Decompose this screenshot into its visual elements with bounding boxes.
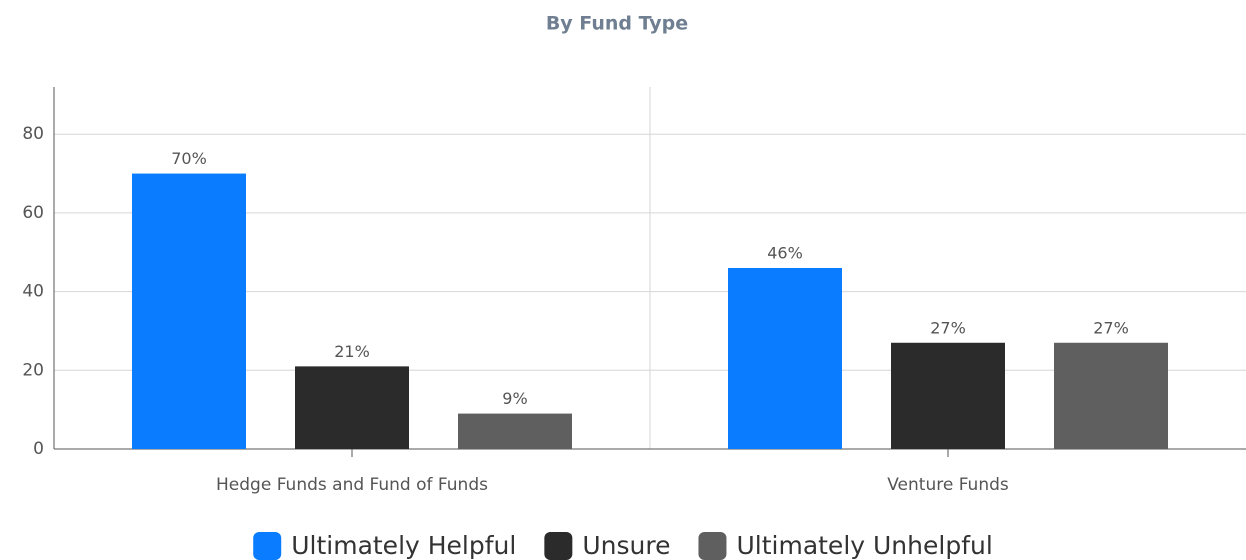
y-tick-label: 60 [22,203,44,223]
legend-label: Unsure [582,531,670,560]
legend-swatch [698,532,727,560]
y-tick-label: 0 [33,439,44,459]
chart-title: By Fund Type [546,13,688,35]
bar [458,413,572,449]
legend-label: Ultimately Helpful [291,531,516,560]
value-label: 9% [502,389,527,408]
value-label: 27% [930,318,966,337]
bar [295,366,409,449]
value-label: 46% [767,244,803,263]
y-tick-label: 40 [22,282,44,302]
value-label: 70% [171,149,207,168]
value-label: 21% [334,342,370,361]
bar [132,173,246,449]
y-tick-label: 20 [22,360,44,380]
x-tick-label: Venture Funds [887,475,1009,495]
legend-swatch [544,532,573,560]
x-tick-label: Hedge Funds and Fund of Funds [216,475,488,495]
legend-label: Ultimately Unhelpful [736,531,992,560]
value-label: 27% [1093,318,1129,337]
bar [1054,342,1168,449]
legend-swatch [253,532,282,560]
y-tick-label: 80 [22,124,44,144]
bar [728,268,842,449]
bar [891,342,1005,449]
